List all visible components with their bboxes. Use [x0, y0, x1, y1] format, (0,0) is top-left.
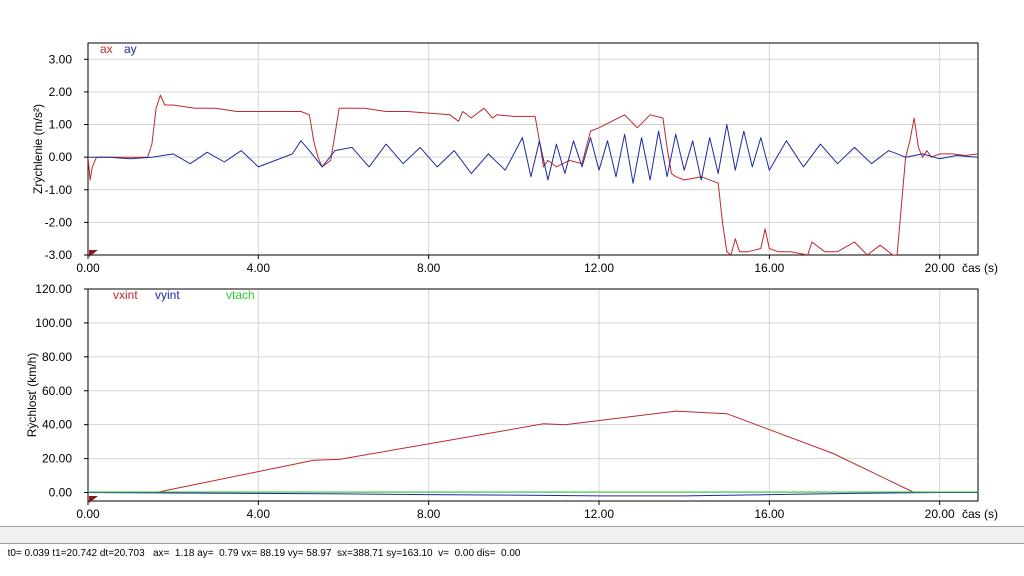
plot-border — [87, 288, 979, 502]
plot-frame — [87, 42, 979, 256]
x-tick-label: 0.00 — [76, 507, 100, 521]
y-tick-label: 1.00 — [49, 118, 73, 132]
x-tick-label: 4.00 — [247, 507, 271, 521]
x-axis-title: čas (s) — [962, 261, 998, 275]
x-tick-label: 16.00 — [754, 507, 784, 521]
series-line-ax — [88, 94, 978, 255]
chart-panel-2: 120.00 100.00 80.00 60.00 40.00 20.00 0.000.00… — [25, 282, 998, 521]
y-tick-label: 60.00 — [42, 384, 72, 398]
y-tick-label: 40.00 — [42, 418, 72, 432]
status-text: t0= 0.039 t1=20.742 dt=20.703 ax= 1.18 a… — [7, 548, 521, 559]
y-tick-label: -3.00 — [45, 248, 73, 262]
cursor-marker — [89, 496, 98, 503]
legend-entry-vtach: vtach — [226, 288, 255, 302]
series-line-vyint — [88, 492, 978, 497]
y-axis-title: Zrýchlenie (m/s²) — [31, 104, 45, 194]
x-tick-label: 16.00 — [754, 261, 784, 275]
y-axis-title: Rýchlosť (km/h) — [25, 353, 39, 438]
series-group — [88, 410, 978, 497]
cursor-marker — [89, 250, 98, 257]
legend-entry-ax: ax — [100, 42, 113, 56]
legend-entry-vyint: vyint — [155, 288, 180, 302]
legend-entry-vxint: vxint — [113, 288, 138, 302]
y-tick-label: 20.00 — [42, 452, 72, 466]
plot-border — [87, 42, 979, 256]
x-tick-label: 4.00 — [247, 261, 271, 275]
y-tick-label: 100.00 — [35, 316, 72, 330]
y-tick-label: 80.00 — [42, 350, 72, 364]
series-group — [88, 94, 978, 255]
x-axis-title: čas (s) — [962, 507, 998, 521]
x-tick-label: 8.00 — [417, 261, 441, 275]
y-tick-label: 0.00 — [49, 150, 73, 164]
plot-frame — [87, 288, 979, 502]
y-tick-label: -2.00 — [45, 215, 73, 229]
y-tick-label: 2.00 — [49, 85, 73, 99]
x-tick-label: 12.00 — [584, 507, 614, 521]
x-tick-label: 0.00 — [76, 261, 100, 275]
y-tick-label: 3.00 — [49, 52, 73, 66]
x-tick-label: 8.00 — [417, 507, 441, 521]
y-tick-label: -1.00 — [45, 183, 73, 197]
status-bar: t0= 0.039 t1=20.742 dt=20.703 ax= 1.18 a… — [0, 526, 1024, 559]
series-line-ay — [88, 124, 978, 184]
x-tick-label: 20.00 — [925, 261, 955, 275]
chart-canvas: 3.002.001.000.00-1.00-2.00-3.000.00 4.00 8… — [25, 42, 998, 521]
legend-entry-ay: ay — [124, 42, 137, 56]
x-tick-label: 20.00 — [925, 507, 955, 521]
y-tick-label: 0.00 — [49, 486, 73, 500]
series-line-vxint — [88, 410, 978, 493]
y-tick-label: 120.00 — [35, 282, 72, 296]
x-tick-label: 12.00 — [584, 261, 614, 275]
chart-panel-1: 3.002.001.000.00-1.00-2.00-3.000.00 4.00 8… — [31, 42, 998, 275]
